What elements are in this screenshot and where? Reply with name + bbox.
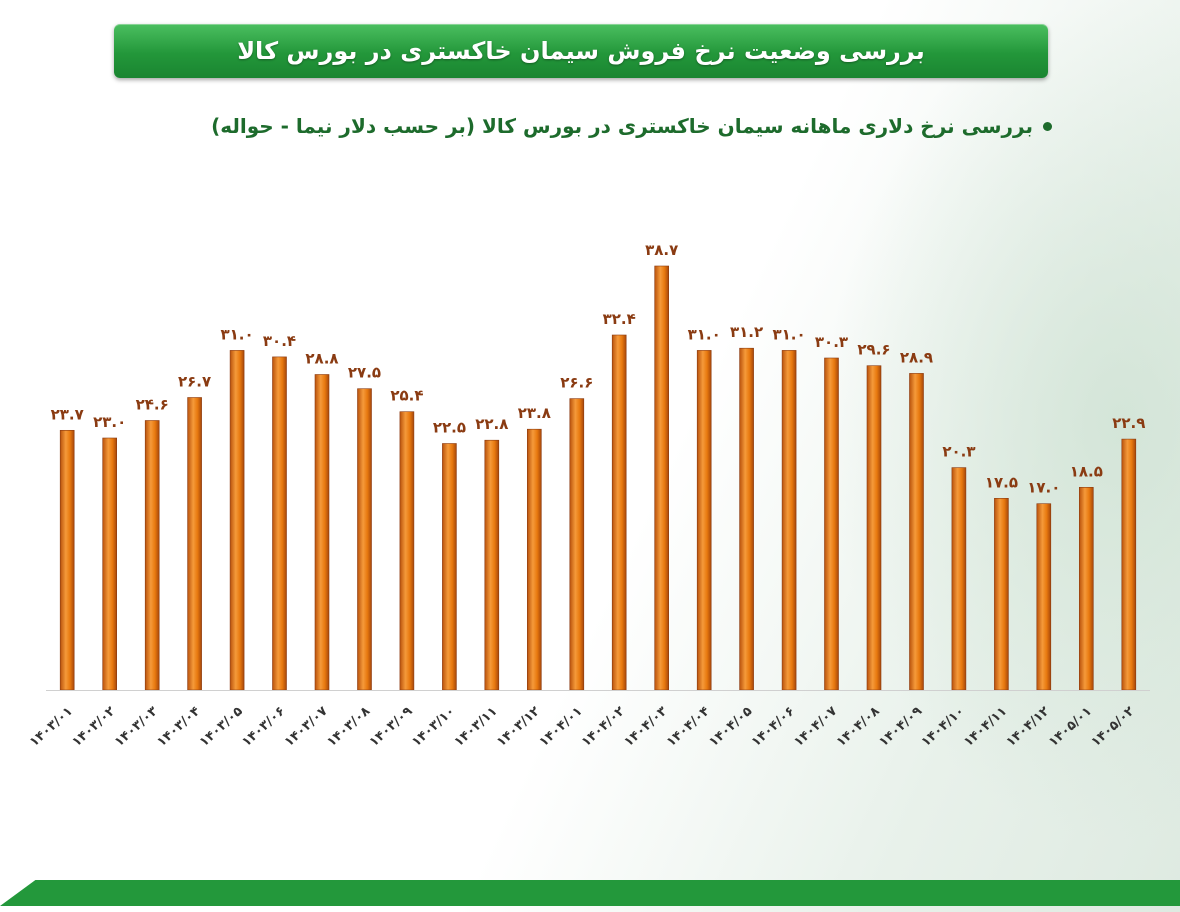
bar-25 (1079, 486, 1094, 691)
bar-value-label-12: ۲۳.۸ (518, 404, 551, 422)
x-tick-label-6: ۱۴۰۳/۰۶ (239, 704, 288, 750)
x-tick-label-13: ۱۴۰۴/۰۱ (537, 704, 586, 750)
bar-11 (484, 439, 500, 691)
bar-value-label-5: ۳۱.۰ (221, 325, 254, 343)
bar-8 (357, 388, 372, 691)
page-title: بررسی وضعیت نرخ فروش سیمان خاکستری در بو… (237, 37, 925, 65)
bullet-icon (1043, 121, 1052, 131)
x-tick-label-9: ۱۴۰۳/۰۹ (367, 704, 416, 750)
bar-value-label-25: ۱۸.۵ (1070, 462, 1103, 480)
bar-value-label-7: ۲۸.۸ (305, 350, 338, 368)
bar-value-label-15: ۳۸.۷ (645, 241, 678, 259)
x-tick-label-19: ۱۴۰۴/۰۷ (791, 704, 840, 750)
bar-14 (611, 334, 627, 691)
bar-value-label-8: ۲۷.۵ (348, 364, 381, 382)
bar-value-label-4: ۲۶.۷ (178, 373, 211, 391)
bar-value-label-23: ۱۷.۵ (985, 473, 1018, 491)
bar-value-label-26: ۲۲.۹ (1112, 414, 1145, 432)
bar-value-label-11: ۲۲.۸ (475, 415, 508, 433)
x-tick-label-4: ۱۴۰۳/۰۴ (154, 704, 203, 750)
x-tick-label-14: ۱۴۰۴/۰۲ (579, 704, 628, 750)
bar-21 (909, 373, 924, 691)
bar-chart: ۲۳.۷ ۲۳.۰ ۲۴.۶ ۲۶.۷ ۳۱.۰ ۳۰.۴ ۲۸.۸ ۲۷.۵ ۲۵.۴ ۲۲.۵… (27, 241, 1150, 750)
bar-4 (187, 397, 202, 691)
x-tick-label-26: ۱۴۰۵/۰۲ (1089, 704, 1138, 750)
title-banner: بررسی وضعیت نرخ فروش سیمان خاکستری در بو… (114, 24, 1048, 78)
bar-3 (144, 420, 160, 691)
x-tick-label-17: ۱۴۰۴/۰۵ (706, 704, 755, 750)
bar-value-label-14: ۳۲.۴ (603, 310, 636, 328)
chart-subtitle: بررسی نرخ دلاری ماهانه سیمان خاکستری در … (211, 114, 1052, 138)
bar-value-label-21: ۲۸.۹ (900, 348, 933, 366)
bar-value-label-2: ۲۳.۰ (93, 413, 126, 431)
bar-value-label-10: ۲۲.۵ (433, 419, 466, 437)
bar-12 (526, 428, 542, 691)
bar-value-label-22: ۲۰.۳ (942, 443, 975, 461)
x-tick-label-7: ۱۴۰۳/۰۷ (282, 704, 331, 750)
bar-5 (229, 350, 245, 691)
x-tick-label-15: ۱۴۰۴/۰۳ (621, 704, 670, 750)
bar-value-label-19: ۳۰.۳ (815, 333, 848, 351)
bar-23 (994, 497, 1009, 691)
bar-7 (314, 374, 330, 691)
x-tick-label-16: ۱۴۰۴/۰۴ (664, 704, 713, 750)
x-tick-label-21: ۱۴۰۴/۰۹ (876, 704, 925, 750)
x-tick-label-1: ۱۴۰۳/۰۱ (27, 704, 76, 750)
bar-9 (399, 411, 415, 691)
bar-20 (866, 365, 882, 691)
bar-value-label-18: ۳۱.۰ (773, 325, 806, 343)
bar-15 (654, 265, 670, 691)
subtitle-text: بررسی نرخ دلاری ماهانه سیمان خاکستری در … (211, 114, 1033, 138)
bar-18 (781, 350, 797, 691)
bar-19 (824, 357, 839, 691)
bar-value-label-20: ۲۹.۶ (857, 341, 890, 359)
bar-2 (102, 437, 117, 691)
x-tick-label-24: ۱۴۰۴/۱۲ (1004, 704, 1053, 750)
x-tick-label-23: ۱۴۰۴/۱۱ (961, 704, 1010, 750)
bar-6 (272, 356, 287, 691)
bar-value-label-1: ۲۳.۷ (51, 405, 84, 423)
bar-value-label-3: ۲۴.۶ (136, 396, 169, 414)
x-tick-label-12: ۱۴۰۳/۱۲ (494, 704, 543, 750)
x-tick-label-5: ۱۴۰۳/۰۵ (197, 704, 246, 750)
x-tick-label-20: ۱۴۰۴/۰۸ (834, 704, 883, 750)
x-tick-label-11: ۱۴۰۳/۱۱ (452, 704, 501, 750)
bar-1 (59, 429, 75, 691)
bar-16 (696, 350, 712, 691)
bar-10 (442, 443, 457, 691)
bar-value-label-13: ۲۶.۶ (560, 374, 593, 392)
bar-24 (1036, 503, 1052, 691)
x-tick-label-18: ۱۴۰۴/۰۶ (749, 704, 798, 750)
bar-value-label-24: ۱۷.۰ (1027, 479, 1060, 497)
x-tick-label-3: ۱۴۰۳/۰۳ (112, 704, 161, 750)
bar-value-label-16: ۳۱.۰ (688, 325, 721, 343)
bar-value-label-9: ۲۵.۴ (390, 387, 423, 405)
bar-22 (951, 467, 967, 691)
bar-13 (569, 398, 585, 691)
x-tick-label-10: ۱۴۰۳/۱۰ (409, 704, 458, 750)
bar-value-label-6: ۳۰.۴ (263, 332, 296, 350)
x-tick-label-22: ۱۴۰۴/۱۰ (919, 704, 968, 750)
footer-bar (0, 880, 1180, 906)
bar-17 (739, 347, 754, 691)
x-tick-label-8: ۱۴۰۳/۰۸ (324, 704, 373, 750)
x-tick-label-2: ۱۴۰۳/۰۲ (69, 704, 118, 750)
bar-value-label-17: ۳۱.۲ (730, 323, 763, 341)
x-tick-label-25: ۱۴۰۵/۰۱ (1046, 704, 1095, 750)
bar-26 (1121, 438, 1137, 691)
